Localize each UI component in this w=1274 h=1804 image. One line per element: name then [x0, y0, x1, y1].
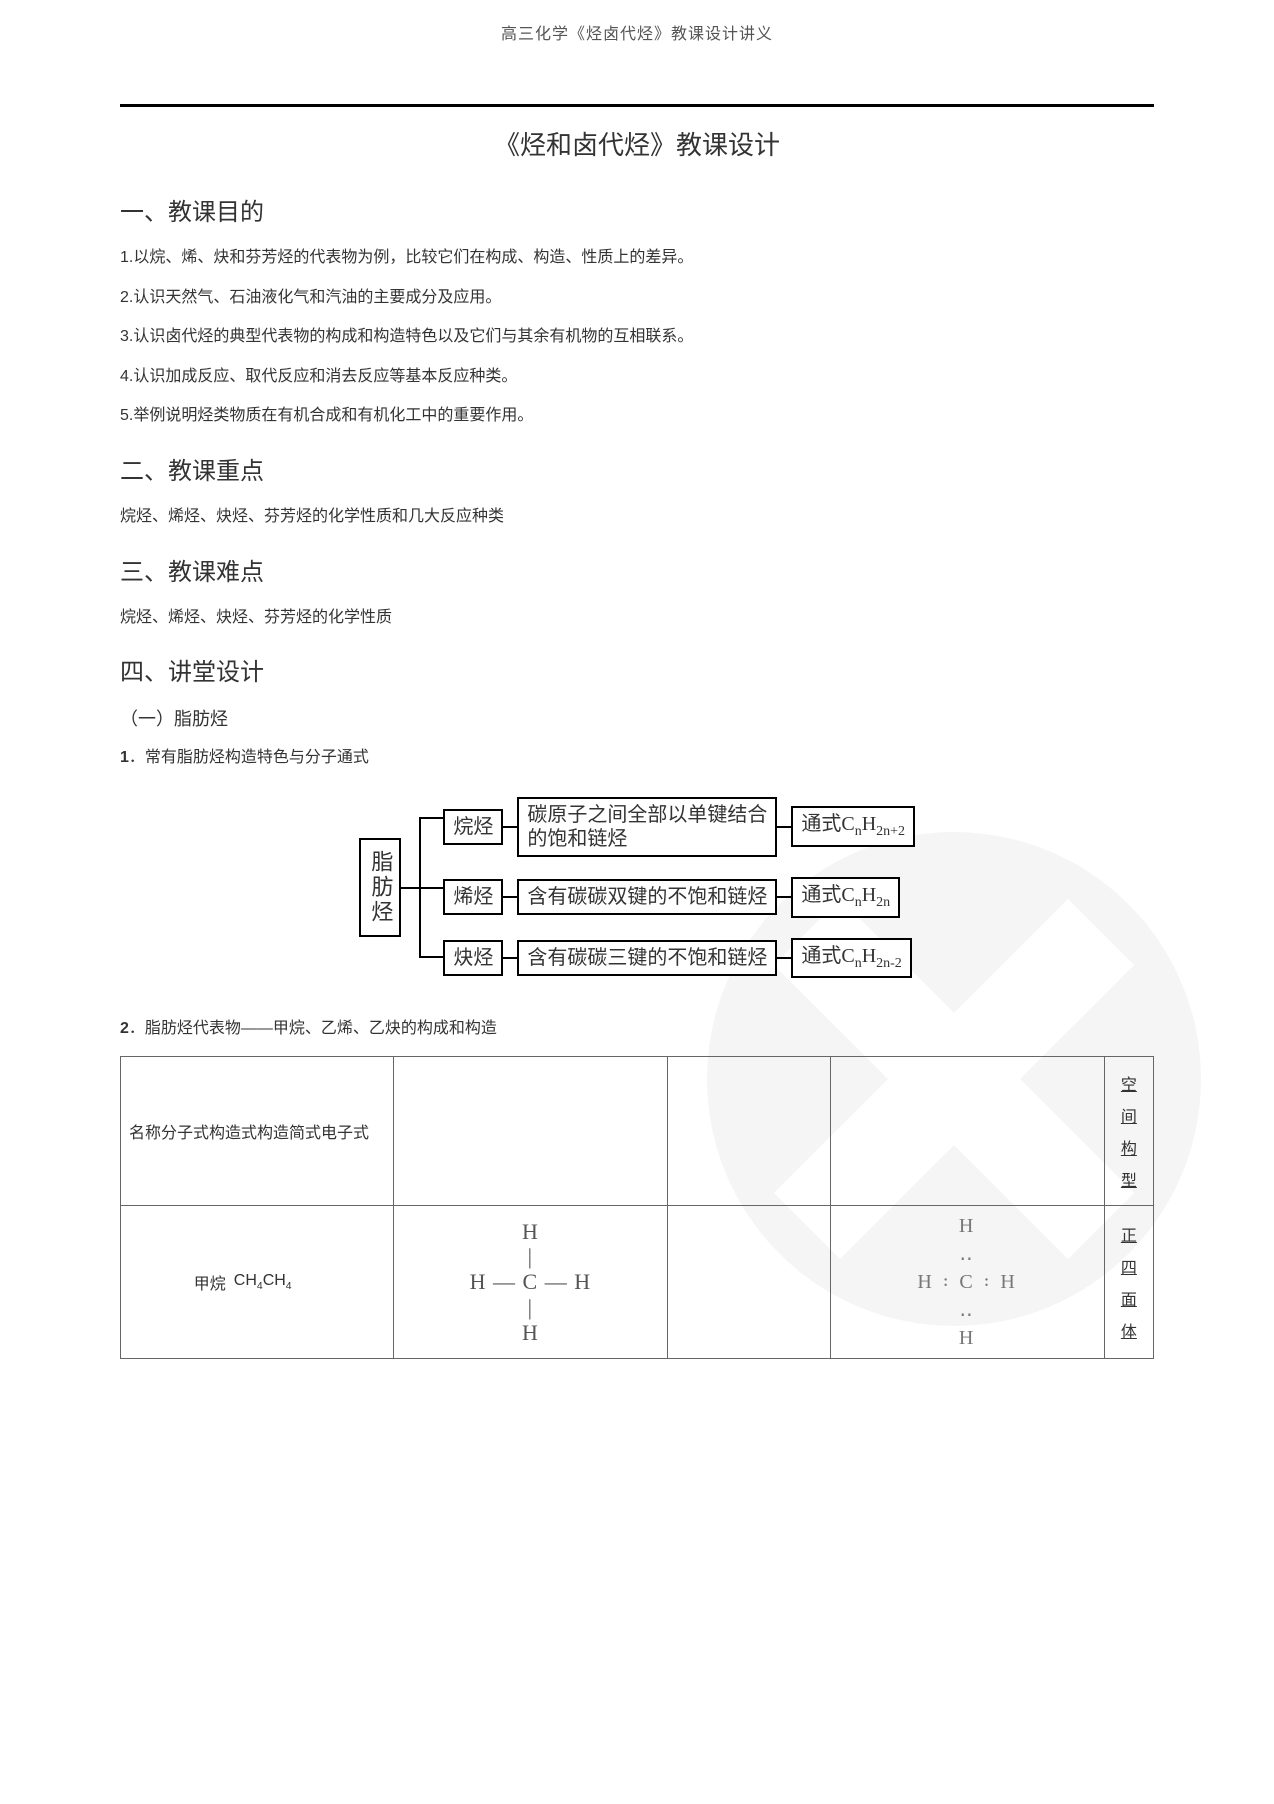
structural-diagram: H | H — C — H | H — [398, 1219, 662, 1345]
page-header: 高三化学《烃卤代烃》教课设计讲义 — [120, 20, 1154, 44]
tree-connector — [503, 957, 517, 959]
table-head-empty — [667, 1056, 831, 1205]
table-header-row: 名称分子式构造式构造简式电子式 空 间 构 型 — [121, 1056, 1154, 1205]
table-head-combined: 名称分子式构造式构造简式电子式 — [121, 1056, 394, 1205]
tree-formula: 通式CnH2n — [791, 877, 900, 918]
goal-item: 5.举例说明烃类物质在有机合成和有机化工中的重要作用。 — [120, 403, 1154, 429]
point-2-text: ．脂肪烃代表物——甲烷、乙烯、乙炔的构成和构造 — [129, 1020, 497, 1037]
lewis-diagram: H ‥ H ꞉ C ꞉ H ‥ H — [835, 1212, 1099, 1352]
tree-connector — [777, 896, 791, 898]
tree-type: 烷烃 — [443, 809, 503, 845]
table-head-empty — [394, 1056, 667, 1205]
section-3-text: 烷烃、烯烃、炔烃、芬芳烃的化学性质 — [120, 605, 1154, 631]
goal-item: 3.认识卤代烃的典型代表物的构成和构造特色以及它们与其余有机物的互相联系。 — [120, 324, 1154, 350]
point-2-num: 2 — [120, 1020, 129, 1037]
top-rule — [120, 104, 1154, 107]
tree-connector — [777, 957, 791, 959]
hydrocarbon-tree: 脂肪烃 烷烃 碳原子之间全部以单键结合的饱和链烃 通式CnH2n+2 烯烃 含有… — [120, 787, 1154, 989]
section-4-heading: 四、讲堂设计 — [120, 652, 1154, 687]
tree-bracket — [419, 787, 443, 989]
tree-desc: 碳原子之间全部以单键结合的饱和链烃 — [517, 797, 777, 857]
cell-lewis: H ‥ H ꞉ C ꞉ H ‥ H — [831, 1205, 1104, 1358]
goal-item: 4.认识加成反应、取代反应和消去反应等基本反应种类。 — [120, 364, 1154, 390]
cell-molecular-formula: CH4CH4 — [230, 1205, 394, 1358]
cell-structural-formula: H | H — C — H | H — [394, 1205, 667, 1358]
tree-type: 烯烃 — [443, 879, 503, 915]
table-row: 甲烷 CH4CH4 H | H — C — H | H H ‥ H ꞉ C ꞉ … — [121, 1205, 1154, 1358]
goal-item: 1.以烷、烯、炔和芬芳烃的代表物为例，比较它们在构成、构造、性质上的差异。 — [120, 245, 1154, 271]
tree-type: 炔烃 — [443, 940, 503, 976]
point-1-num: 1 — [120, 749, 129, 766]
table-head-shape: 空 间 构 型 — [1104, 1056, 1153, 1205]
tree-desc: 含有碳碳双键的不饱和链烃 — [517, 879, 777, 915]
tree-connector — [503, 896, 517, 898]
section-4-sub1: （一）脂肪烃 — [120, 705, 1154, 731]
cell-name: 甲烷 — [121, 1205, 230, 1358]
goal-item: 2.认识天然气、石油液化气和汽油的主要成分及应用。 — [120, 285, 1154, 311]
representatives-table: 名称分子式构造式构造简式电子式 空 间 构 型 甲烷 CH4CH4 H | H … — [120, 1056, 1154, 1359]
tree-row: 炔烃 含有碳碳三键的不饱和链烃 通式CnH2n-2 — [443, 938, 911, 979]
tree-row: 烯烃 含有碳碳双键的不饱和链烃 通式CnH2n — [443, 877, 900, 918]
tree-row: 烷烃 碳原子之间全部以单键结合的饱和链烃 通式CnH2n+2 — [443, 797, 915, 857]
section-2-heading: 二、教课重点 — [120, 451, 1154, 486]
tree-connector — [503, 826, 517, 828]
tree-connector — [777, 826, 791, 828]
doc-title: 《烃和卤代烃》教课设计 — [120, 125, 1154, 162]
tree-root: 脂肪烃 — [359, 838, 401, 937]
cell-condensed — [667, 1205, 831, 1358]
section-1-heading: 一、教课目的 — [120, 192, 1154, 227]
section-3-heading: 三、教课难点 — [120, 552, 1154, 587]
section-2-text: 烷烃、烯烃、炔烃、芬芳烃的化学性质和几大反应种类 — [120, 504, 1154, 530]
tree-connector — [401, 887, 419, 889]
tree-formula: 通式CnH2n+2 — [791, 806, 915, 847]
tree-formula: 通式CnH2n-2 — [791, 938, 911, 979]
point-2: 2．脂肪烃代表物——甲烷、乙烯、乙炔的构成和构造 — [120, 1016, 1154, 1042]
point-1-text: ．常有脂肪烃构造特色与分子通式 — [129, 749, 369, 766]
table-head-empty — [831, 1056, 1104, 1205]
point-1: 1．常有脂肪烃构造特色与分子通式 — [120, 745, 1154, 771]
cell-shape: 正 四 面 体 — [1104, 1205, 1153, 1358]
tree-desc: 含有碳碳三键的不饱和链烃 — [517, 940, 777, 976]
